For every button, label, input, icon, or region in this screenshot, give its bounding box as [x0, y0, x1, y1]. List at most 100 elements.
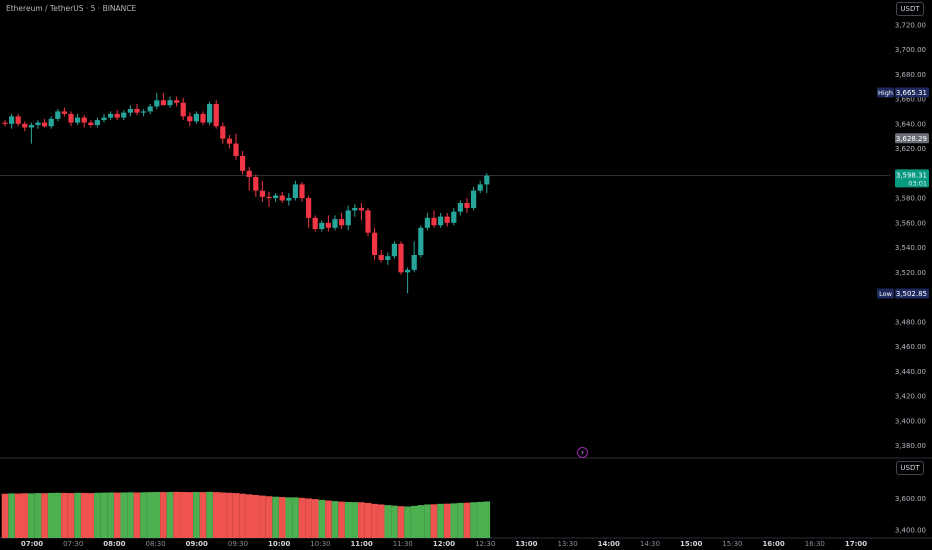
volume-bar — [245, 494, 253, 538]
candle-body — [365, 210, 371, 233]
countdown-value: 03:01 — [908, 179, 927, 187]
time-tick-label: 12:30 — [475, 540, 495, 548]
candle-body — [405, 269, 411, 273]
volume-bars — [1, 491, 491, 538]
volume-bar — [377, 504, 385, 538]
time-tick-label: 10:00 — [268, 540, 290, 548]
volume-unit-button[interactable]: USDT — [896, 461, 924, 475]
candle-body — [259, 190, 265, 197]
candle-body — [372, 232, 378, 255]
candle-body — [154, 100, 160, 107]
volume-bar — [113, 492, 121, 538]
time-tick-label: 10:30 — [310, 540, 330, 548]
volume-bar — [272, 496, 279, 538]
volume-bar — [120, 492, 128, 538]
candle-body — [61, 111, 67, 114]
volume-tick-label: 3,400.00 — [895, 527, 926, 535]
candle-body — [88, 122, 94, 126]
candle-body — [240, 155, 246, 171]
low-label: Low — [879, 290, 892, 298]
candle-body — [121, 112, 127, 118]
candle-body — [431, 217, 437, 226]
volume-bar — [80, 492, 88, 538]
candle-body — [141, 111, 147, 113]
candle-body — [174, 100, 180, 103]
lightning-icon[interactable]: ⚡ — [577, 447, 588, 458]
volume-bar — [437, 503, 444, 538]
candle-body — [42, 122, 48, 127]
candle-body — [207, 103, 213, 123]
volume-bar — [34, 493, 42, 538]
volume-bar — [199, 492, 207, 538]
volume-bar — [331, 501, 339, 538]
candle-body — [180, 102, 186, 117]
candle-body — [101, 117, 107, 121]
volume-bar — [21, 493, 29, 538]
volume-axis: 3,600.00 3,400.00 — [895, 495, 926, 535]
candle-body — [108, 113, 114, 118]
candle-body — [134, 108, 140, 113]
volume-bar — [483, 501, 491, 538]
candle-body — [312, 217, 318, 229]
volume-bar — [8, 493, 15, 538]
candle-body — [484, 175, 490, 185]
price-tick-label: 3,400.00 — [895, 417, 926, 425]
time-tick-label: 15:30 — [722, 540, 742, 548]
volume-bar — [100, 492, 108, 538]
volume-bar — [219, 492, 227, 538]
high-price-bg — [895, 87, 929, 98]
candle-body — [358, 207, 364, 211]
volume-bar — [186, 492, 194, 538]
volume-bar — [252, 494, 260, 538]
price-unit-button[interactable]: USDT — [896, 2, 924, 16]
volume-bar — [61, 492, 68, 538]
volume-bar — [278, 497, 286, 538]
time-tick-label: 16:30 — [805, 540, 825, 548]
prev-close-value: 3,628.29 — [896, 135, 927, 143]
volume-bar — [457, 502, 464, 538]
price-tick-label: 3,440.00 — [895, 368, 926, 376]
price-tick-label: 3,700.00 — [895, 46, 926, 54]
volume-bar — [371, 503, 378, 538]
current-price-bg — [895, 169, 929, 188]
volume-bar — [364, 502, 372, 538]
volume-bar — [424, 504, 431, 538]
time-tick-label: 09:00 — [186, 540, 208, 548]
candle-body — [22, 123, 28, 128]
candle-body — [233, 143, 239, 156]
grid-lines — [0, 174, 932, 539]
price-tick-label: 3,640.00 — [895, 120, 926, 128]
candle-body — [391, 243, 397, 257]
low-label-bg — [877, 288, 894, 299]
volume-bar — [28, 493, 35, 538]
high-label-bg — [877, 87, 894, 98]
price-tick-label: 3,580.00 — [895, 195, 926, 203]
volume-bar — [179, 491, 187, 538]
volume-bar — [298, 497, 306, 538]
volume-bar — [410, 505, 418, 538]
prev-close-bg — [895, 133, 929, 144]
candle-body — [127, 108, 133, 113]
volume-bar — [226, 492, 233, 538]
candle-body — [187, 116, 193, 122]
volume-tick-label: 3,600.00 — [895, 495, 926, 503]
volume-bar — [127, 492, 134, 538]
price-tick-label: 3,380.00 — [895, 442, 926, 450]
candle-body — [464, 203, 470, 208]
volume-bar — [325, 500, 332, 538]
time-tick-label: 09:30 — [228, 540, 248, 548]
candle-body — [167, 100, 173, 106]
candle-body — [345, 210, 351, 226]
candle-body — [246, 170, 252, 178]
volume-bar — [417, 505, 425, 538]
price-tick-label: 3,680.00 — [895, 71, 926, 79]
volume-bar — [463, 502, 471, 538]
volume-bar — [140, 492, 147, 538]
candle-body — [35, 122, 41, 126]
low-price-bg — [895, 288, 929, 299]
candle-body — [325, 222, 331, 228]
candle-body — [299, 184, 305, 199]
candle-body — [15, 116, 21, 124]
volume-bar — [305, 498, 312, 538]
